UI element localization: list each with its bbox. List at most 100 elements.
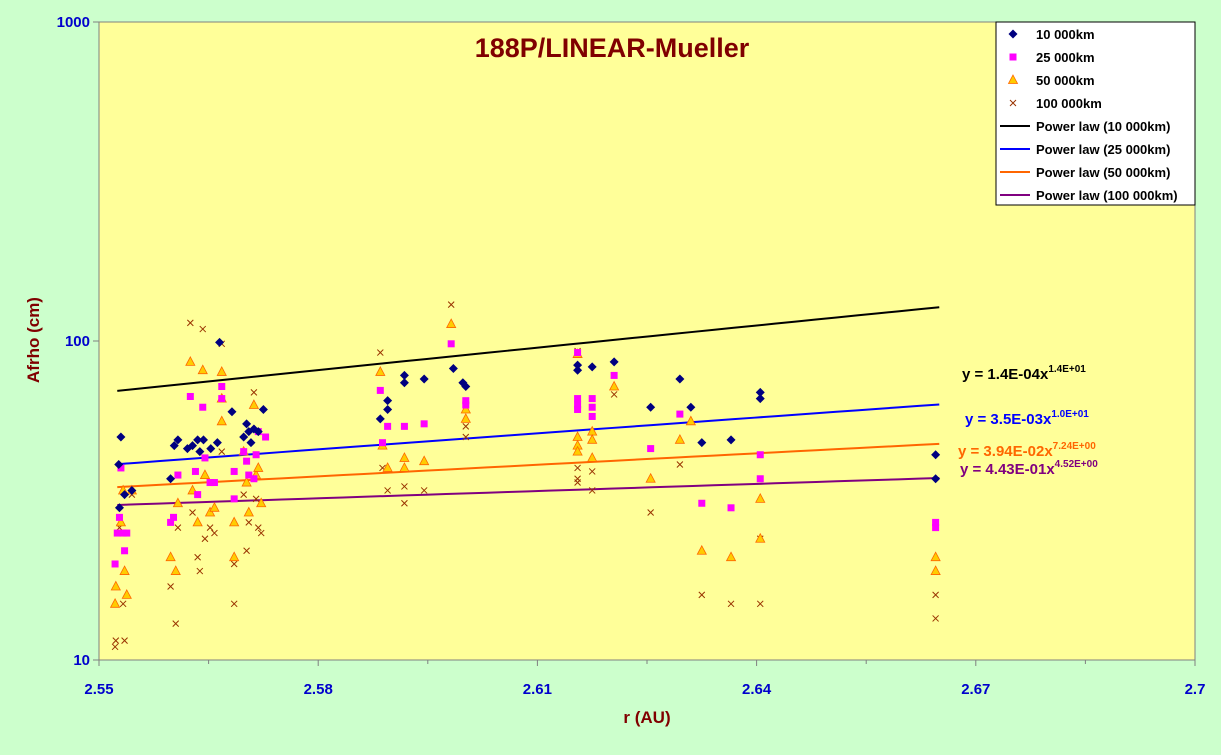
legend-label: 50 000km	[1036, 73, 1095, 88]
data-point	[418, 455, 430, 466]
data-point	[246, 438, 256, 448]
data-point	[588, 487, 596, 494]
data-point	[230, 560, 238, 568]
points-layer	[109, 301, 941, 651]
data-point	[376, 349, 384, 356]
legend-label: 25 000km	[1036, 50, 1095, 65]
data-point	[399, 452, 410, 462]
data-point	[127, 485, 137, 495]
data-point	[399, 378, 409, 388]
data-point	[115, 513, 123, 521]
data-point	[174, 471, 182, 479]
data-point	[199, 469, 211, 479]
data-point	[169, 441, 179, 451]
data-point	[230, 600, 238, 608]
data-point	[462, 433, 470, 441]
x-tick-label: 2.7	[1185, 681, 1206, 698]
data-point	[383, 404, 393, 414]
data-point	[646, 402, 656, 412]
data-point	[215, 337, 225, 347]
data-point	[206, 479, 214, 487]
data-point	[243, 506, 254, 517]
data-point	[446, 318, 457, 328]
data-point	[930, 551, 941, 562]
data-point	[230, 495, 238, 503]
data-point	[587, 362, 597, 372]
data-point	[241, 476, 252, 487]
data-point	[254, 524, 262, 531]
data-point	[608, 380, 620, 391]
data-point	[401, 499, 408, 507]
data-point	[588, 395, 596, 403]
data-point	[1007, 74, 1019, 84]
data-point	[756, 451, 764, 459]
data-point	[574, 395, 582, 403]
data-point	[210, 479, 218, 487]
data-point	[1009, 99, 1017, 107]
legend-items: 10 000km 25 000km 50 000km 100 000km Power l…	[1000, 27, 1178, 203]
data-point	[165, 551, 176, 562]
data-point	[609, 357, 619, 367]
data-point	[201, 454, 209, 462]
data-point	[932, 615, 939, 622]
data-point	[685, 415, 697, 426]
data-point	[188, 441, 198, 451]
data-point	[384, 422, 392, 430]
data-point	[109, 597, 121, 608]
data-point	[460, 403, 471, 414]
chart-title: 188P/LINEAR-Mueller	[475, 33, 750, 63]
data-point	[197, 364, 208, 375]
data-point	[588, 403, 596, 411]
data-point	[610, 391, 618, 398]
data-point	[167, 583, 174, 590]
data-point	[256, 497, 267, 508]
data-point	[674, 433, 686, 444]
data-point	[399, 462, 410, 472]
data-point	[460, 413, 471, 423]
data-point	[930, 565, 941, 575]
data-point	[248, 399, 260, 409]
legend-label: 100 000km	[1036, 96, 1102, 111]
data-point	[588, 468, 596, 475]
data-point	[448, 363, 458, 373]
data-point	[253, 462, 264, 472]
y-tick-label: 1000	[57, 14, 90, 31]
data-point	[756, 475, 764, 483]
data-point	[201, 535, 209, 543]
data-point	[120, 490, 130, 500]
data-point	[191, 467, 199, 475]
data-point	[572, 445, 583, 456]
data-point	[401, 483, 408, 490]
data-point	[384, 487, 391, 494]
x-tick-label: 2.55	[84, 681, 113, 698]
data-point	[110, 580, 121, 591]
x-tick-label: 2.58	[304, 681, 333, 698]
data-point	[119, 565, 130, 575]
data-point	[675, 374, 685, 384]
data-point	[230, 467, 238, 475]
ticks-layer: 2.55 2.58 2.61 2.64 2.67 2.7 10 100 1000	[57, 14, 1206, 698]
data-point	[574, 349, 582, 357]
data-point	[419, 374, 429, 384]
data-point	[199, 325, 207, 333]
data-point	[119, 529, 127, 537]
legend-label: Power law (100 000km)	[1036, 188, 1178, 203]
data-point	[113, 529, 121, 537]
data-point	[588, 412, 596, 420]
data-point	[172, 497, 184, 508]
data-point	[755, 493, 766, 503]
data-point	[253, 427, 263, 437]
data-point	[112, 637, 120, 644]
trendline	[117, 306, 940, 392]
data-point	[252, 495, 260, 503]
legend-label: Power law (25 000km)	[1036, 142, 1170, 157]
data-point	[119, 600, 127, 608]
data-point	[399, 370, 409, 380]
data-point	[697, 438, 707, 448]
legend-label: Power law (50 000km)	[1036, 165, 1170, 180]
data-point	[170, 565, 181, 575]
data-point	[676, 410, 684, 418]
data-point	[727, 600, 735, 608]
data-point	[227, 407, 237, 417]
